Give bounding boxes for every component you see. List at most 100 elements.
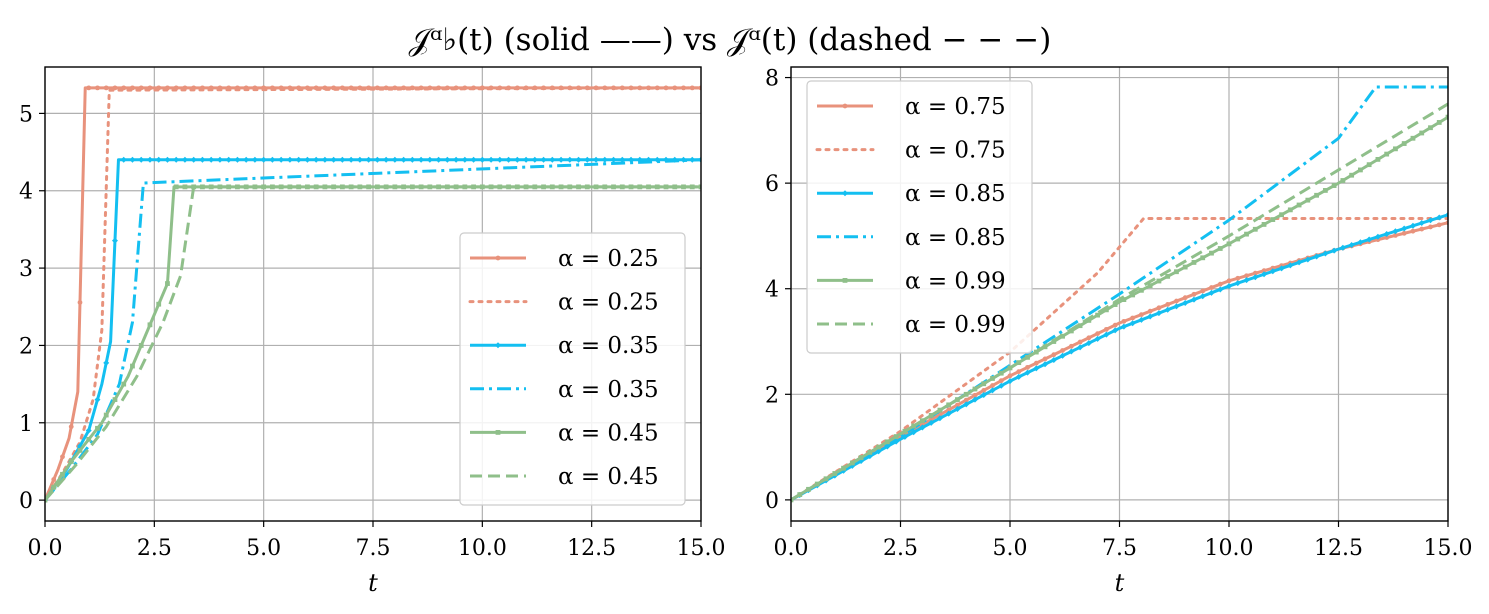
series-marker-2 <box>1033 365 1040 372</box>
y-tick-label: 5 <box>19 102 33 127</box>
series-marker-2 <box>155 156 162 163</box>
series-marker-0 <box>990 383 995 388</box>
series-marker-2 <box>216 156 223 163</box>
series-marker-0 <box>1174 298 1179 304</box>
series-marker-2 <box>103 359 110 366</box>
series-marker-2 <box>496 156 503 163</box>
series-line-5 <box>791 102 1448 502</box>
series-marker-2 <box>1243 277 1250 284</box>
series-marker-0 <box>392 85 398 91</box>
series-marker-2 <box>1436 214 1443 221</box>
series-marker-4 <box>814 481 820 487</box>
x-tick-label: 7.5 <box>356 536 391 561</box>
x-axis-label: t <box>1115 569 1125 597</box>
series-marker-4 <box>972 386 978 392</box>
series-marker-4 <box>1156 278 1162 284</box>
legend: α = 0.75 α = 0.75 α = 0.85 α = 0.85 α = 0.99… <box>806 80 1033 354</box>
series-marker-2 <box>971 396 978 403</box>
series-marker-2 <box>540 156 547 163</box>
series-marker-2 <box>409 156 416 163</box>
series-marker-2 <box>94 396 101 403</box>
series-marker-2 <box>998 382 1005 389</box>
series-marker-2 <box>1015 373 1022 380</box>
series-marker-2 <box>1392 228 1399 235</box>
series-marker-0 <box>1068 343 1074 349</box>
series-marker-4 <box>305 184 310 190</box>
x-tick-label: 12.5 <box>1314 536 1363 561</box>
series-marker-0 <box>1428 224 1433 230</box>
x-tick-label: 0.0 <box>774 536 809 561</box>
series-marker-2 <box>1068 348 1075 355</box>
series-marker-4 <box>1112 302 1118 307</box>
series-marker-2 <box>1129 320 1136 327</box>
series-marker-2 <box>1313 253 1320 260</box>
series-marker-2 <box>85 427 92 434</box>
x-tick-label: 10.0 <box>1205 536 1254 561</box>
series-marker-4 <box>1322 188 1328 193</box>
series-marker-2 <box>1348 242 1355 249</box>
series-marker-2 <box>1120 323 1127 330</box>
series-marker-2 <box>1278 265 1285 272</box>
series-marker-0 <box>972 392 978 398</box>
series-marker-0 <box>1025 364 1030 370</box>
x-tick-label: 5.0 <box>993 536 1028 561</box>
series-marker-4 <box>1436 120 1442 125</box>
figure-title: 𝒥ᵅ♭(t) (solid ——) vs 𝒥ᵅ(t) (dashed − − −… <box>409 22 1052 58</box>
series-marker-0 <box>1051 352 1057 358</box>
legend-label-5: α = 0.99 <box>905 312 1006 338</box>
series-marker-2 <box>1252 274 1259 281</box>
series-marker-4 <box>103 412 109 418</box>
series-marker-2 <box>461 156 468 163</box>
series-marker-0 <box>383 85 389 91</box>
series-marker-0 <box>937 412 943 418</box>
series-marker-0 <box>1200 288 1206 294</box>
series-marker-2 <box>295 156 302 163</box>
series-marker-2 <box>1190 296 1197 303</box>
x-axis-label: t <box>368 569 378 597</box>
series-marker-0 <box>1419 226 1425 232</box>
series-marker-0 <box>955 402 960 408</box>
series-marker-4 <box>628 184 634 190</box>
series-marker-4 <box>138 343 144 348</box>
series-marker-0 <box>1393 233 1398 238</box>
series-marker-4 <box>77 447 83 453</box>
series-marker-4 <box>1235 236 1241 242</box>
series-marker-0 <box>1401 230 1407 236</box>
series-marker-4 <box>1358 167 1363 173</box>
series-marker-2 <box>391 156 398 163</box>
series-marker-0 <box>1191 291 1197 297</box>
series-marker-2 <box>558 156 565 163</box>
series-line-1 <box>791 217 1448 502</box>
series-marker-4 <box>1182 264 1188 270</box>
series-marker-4 <box>911 423 917 429</box>
series-marker-2 <box>1094 335 1101 342</box>
series-marker-4 <box>698 184 701 190</box>
series-marker-2 <box>980 392 987 399</box>
series-marker-0 <box>103 85 109 91</box>
series-marker-2 <box>181 156 188 163</box>
series-marker-2 <box>269 156 276 163</box>
series-marker-4 <box>444 184 450 190</box>
x-tick-label: 2.5 <box>883 536 918 561</box>
series-marker-2 <box>418 156 425 163</box>
series-marker-4 <box>1244 231 1249 237</box>
series-marker-2 <box>514 156 521 163</box>
series-marker-2 <box>208 156 215 163</box>
series-marker-0 <box>689 85 695 91</box>
series-marker-2 <box>1217 286 1224 293</box>
series-marker-2 <box>120 156 127 163</box>
series-marker-2 <box>321 156 328 163</box>
x-tick-label: 12.5 <box>567 536 616 561</box>
series-marker-0 <box>95 85 100 91</box>
legend-label-5: α = 0.45 <box>558 464 659 490</box>
series-marker-2 <box>989 387 996 394</box>
series-marker-0 <box>1112 322 1118 328</box>
series-marker-2 <box>549 156 556 163</box>
series-marker-4 <box>95 425 100 431</box>
series-marker-4 <box>1252 226 1258 232</box>
series-marker-4 <box>1287 207 1293 213</box>
series-marker-4 <box>112 397 118 402</box>
series-marker-2 <box>111 237 118 244</box>
